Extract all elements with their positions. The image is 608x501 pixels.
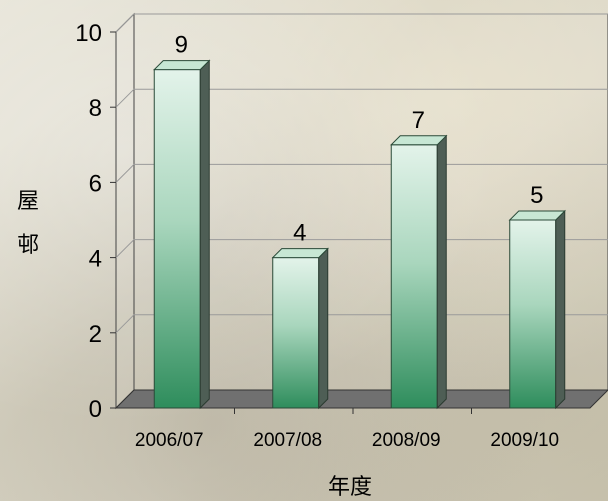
gridline	[115, 163, 608, 183]
gridline	[115, 88, 608, 108]
bars	[153, 59, 566, 410]
bar-top	[271, 248, 329, 259]
bar-front	[509, 219, 557, 409]
value-label: 5	[530, 182, 543, 209]
bar-front	[153, 69, 201, 409]
bar	[508, 209, 566, 410]
chart-walls	[115, 12, 608, 410]
value-label: 7	[412, 107, 425, 134]
gridlines	[110, 13, 608, 409]
y-tick-label: 6	[89, 170, 102, 197]
bar	[153, 59, 211, 410]
gridline	[115, 13, 608, 33]
bar-top	[508, 210, 566, 221]
y-axis-title-char-2: 邨	[17, 233, 39, 258]
y-tick-label: 4	[89, 246, 102, 273]
bar-side	[436, 134, 447, 410]
bar-side	[318, 247, 329, 410]
x-tick-label: 2008/09	[372, 430, 441, 451]
bar	[390, 134, 448, 410]
value-label: 9	[175, 32, 188, 59]
side-wall	[115, 12, 135, 410]
value-label: 4	[293, 220, 306, 247]
bar	[271, 247, 329, 410]
bar-top	[390, 135, 448, 146]
y-axis-title-char-1: 屋	[17, 189, 39, 214]
gridline	[115, 239, 608, 258]
value-labels: 9 4 7 5	[175, 32, 544, 247]
x-axis-title: 年度	[328, 475, 372, 500]
bar-front	[390, 144, 438, 409]
y-tick-label: 10	[75, 20, 102, 47]
x-tick-label: 2006/07	[135, 430, 204, 451]
bar-side	[555, 209, 566, 410]
y-tick-labels: 0 2 4 6 8 10	[75, 20, 102, 423]
y-tick-label: 8	[89, 95, 102, 122]
bar-side	[199, 59, 210, 410]
x-tick-label: 2009/10	[490, 430, 559, 451]
y-tick-label: 2	[89, 321, 102, 348]
bar-front	[272, 257, 320, 409]
x-tick-label: 2007/08	[253, 430, 322, 451]
gridline	[115, 314, 608, 334]
bar-top	[153, 60, 211, 71]
y-tick-label: 0	[89, 396, 102, 423]
x-tick-labels: 2006/07 2007/08 2008/09 2009/10	[135, 408, 559, 451]
